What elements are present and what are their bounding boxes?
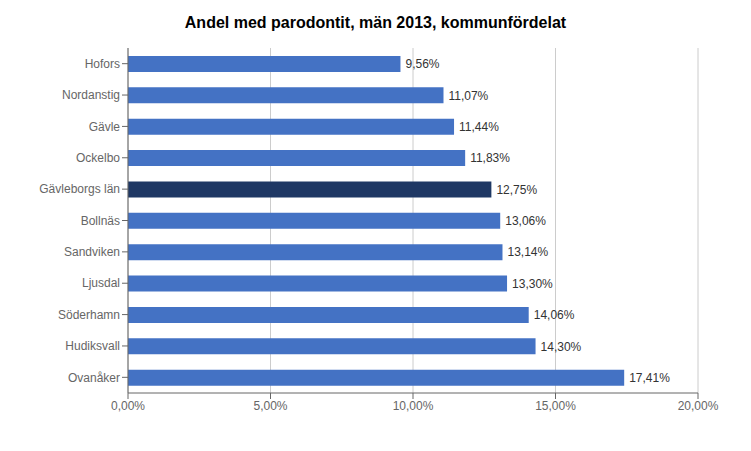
svg-text:Hofors: Hofors — [85, 57, 120, 71]
svg-text:17,41%: 17,41% — [629, 371, 670, 385]
svg-text:Söderhamn: Söderhamn — [58, 308, 120, 322]
svg-text:12,75%: 12,75% — [496, 183, 537, 197]
svg-text:13,30%: 13,30% — [512, 277, 553, 291]
svg-text:Ljusdal: Ljusdal — [82, 276, 120, 290]
html-text:Andel med parodontit, män 2013: Andel med parodontit, män 2013, kommunfö… — [184, 14, 567, 31]
svg-text:20,00%: 20,00% — [678, 399, 719, 413]
svg-text:Gävle: Gävle — [89, 120, 121, 134]
svg-text:Bollnäs: Bollnäs — [81, 214, 120, 228]
svg-text:14,30%: 14,30% — [541, 340, 582, 354]
svg-text:Ovanåker: Ovanåker — [68, 371, 120, 385]
svg-text:13,06%: 13,06% — [505, 214, 546, 228]
svg-text:15,00%: 15,00% — [535, 399, 576, 413]
svg-text:11,44%: 11,44% — [459, 120, 499, 134]
svg-text:13,14%: 13,14% — [507, 245, 548, 259]
svg-text:Sandviken: Sandviken — [64, 245, 120, 259]
svg-text:11,07%: 11,07% — [448, 89, 488, 103]
svg-text:9,56%: 9,56% — [405, 57, 439, 71]
svg-text:14,06%: 14,06% — [534, 308, 575, 322]
svg-text:11,83%: 11,83% — [470, 151, 510, 165]
svg-text:Ockelbo: Ockelbo — [76, 151, 120, 165]
svg-text:5,00%: 5,00% — [253, 399, 287, 413]
svg-text:0,00%: 0,00% — [111, 399, 145, 413]
svg-text:Nordanstig: Nordanstig — [62, 88, 120, 102]
svg-text:Gävleborgs län: Gävleborgs län — [39, 182, 120, 196]
svg-text:Hudiksvall: Hudiksvall — [65, 339, 120, 353]
svg-text:10,00%: 10,00% — [393, 399, 434, 413]
